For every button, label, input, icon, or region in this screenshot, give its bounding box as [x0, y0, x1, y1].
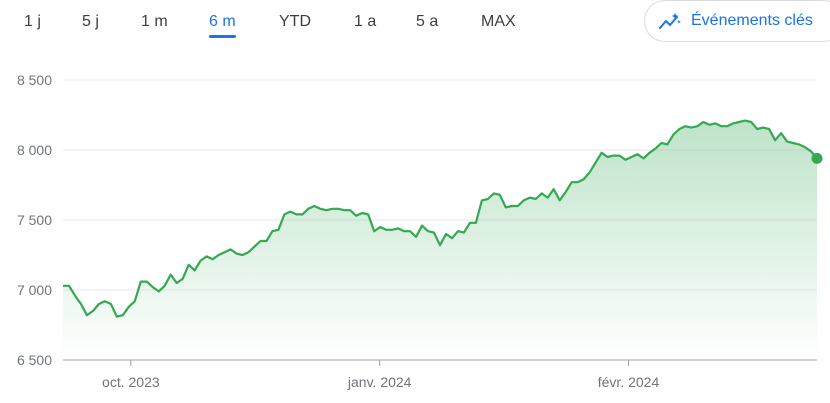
- tab-5-days[interactable]: 5 j: [82, 13, 99, 30]
- x-axis: oct. 2023 janv. 2024 févr. 2024: [102, 360, 659, 390]
- price-area: [63, 120, 817, 360]
- y-tick-label: 7 000: [17, 282, 52, 298]
- last-price-point[interactable]: [811, 152, 823, 164]
- x-tick-label: oct. 2023: [102, 374, 160, 390]
- y-tick-label: 6 500: [17, 352, 52, 368]
- tab-ytd[interactable]: YTD: [279, 13, 311, 30]
- price-line: [63, 119, 818, 318]
- y-tick-label: 7 500: [17, 212, 52, 228]
- tab-5-years[interactable]: 5 a: [416, 13, 439, 30]
- tab-6-months[interactable]: 6 m: [209, 10, 236, 38]
- tab-1-month[interactable]: 1 m: [141, 13, 168, 30]
- y-axis: 6 500 7 000 7 500 8 000 8 500: [17, 72, 52, 368]
- y-tick-label: 8 000: [17, 142, 52, 158]
- tab-1-day[interactable]: 1 j: [24, 13, 41, 30]
- key-events-button[interactable]: Événements clés: [644, 0, 830, 42]
- tab-1-year[interactable]: 1 a: [354, 13, 377, 30]
- trend-sparkle-icon: [659, 13, 681, 29]
- range-tabs: 1 j 5 j 1 m 6 m YTD 1 a 5 a MAX: [0, 0, 600, 44]
- y-tick-label: 8 500: [17, 72, 52, 88]
- key-events-label: Événements clés: [691, 12, 813, 29]
- x-tick-label: févr. 2024: [598, 374, 660, 390]
- x-tick-label: janv. 2024: [347, 374, 412, 390]
- tab-max[interactable]: MAX: [481, 13, 516, 30]
